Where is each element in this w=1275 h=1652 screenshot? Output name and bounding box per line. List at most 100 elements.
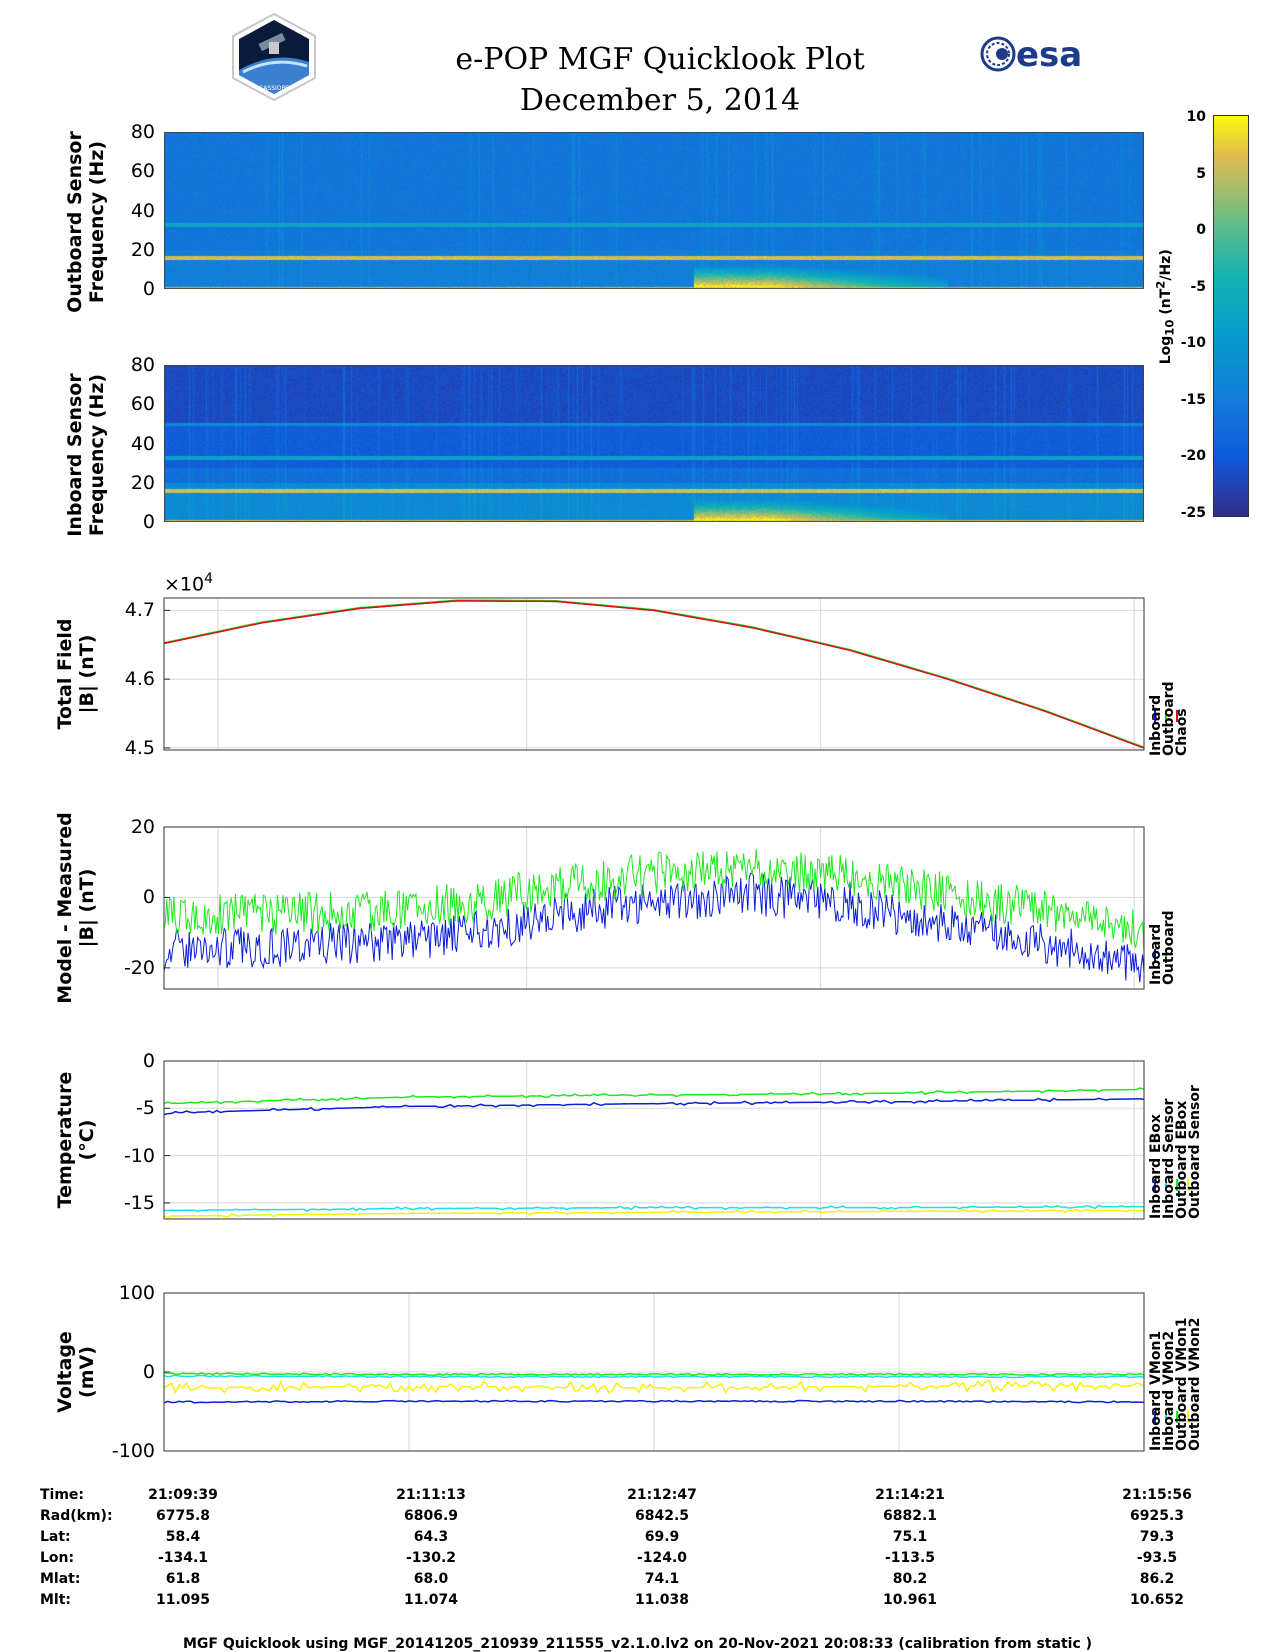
series-line-chaos <box>163 600 1145 749</box>
ytick-label: -15 <box>123 1191 155 1214</box>
legend: Inboard VMon1 Inboard VMon2 Outboard VMon1… <box>1148 1301 1203 1451</box>
ephemeris-value: 6806.9 <box>403 1508 459 1524</box>
outboard-tick: 0 <box>142 278 155 300</box>
ephemeris-value: 75.1 <box>892 1529 928 1545</box>
colorbar <box>1213 115 1249 517</box>
ephemeris-value: -93.5 <box>1136 1550 1178 1566</box>
legend: Inboard Outboard Chaos <box>1148 606 1190 756</box>
panel-ylabel: Voltage (mV) <box>54 1331 98 1413</box>
inboard-ylabel: Inboard Sensor Frequency (Hz) <box>64 373 108 537</box>
colorbar-tick: 10 <box>1186 109 1206 125</box>
outboard-tick: 20 <box>130 238 155 261</box>
ephemeris-value: -124.0 <box>636 1550 688 1566</box>
ytick-label: 4.5 <box>124 736 155 759</box>
series-line-outboard-vmon1 <box>163 1372 1145 1377</box>
ephemeris-value: -113.5 <box>884 1550 936 1566</box>
colorbar-tick: -15 <box>1180 391 1206 408</box>
series-line-inboard-sensor <box>164 1204 1144 1213</box>
colorbar-tick: -10 <box>1180 335 1206 352</box>
colorbar-tick: 0 <box>1196 222 1206 239</box>
series-line-outboard <box>163 849 1145 954</box>
outboard-spectrogram <box>164 132 1144 289</box>
ephemeris-value: 11.074 <box>403 1592 459 1608</box>
inboard-spectrogram <box>164 365 1144 522</box>
axis-multiplier: ×104 <box>164 571 214 596</box>
ephemeris-label: Lon: <box>40 1550 75 1566</box>
ytick-label: 0 <box>142 886 155 909</box>
inboard-tick: 40 <box>130 432 155 455</box>
legend: Inboard Outboard <box>1148 835 1177 985</box>
plot-frame <box>163 597 1145 751</box>
series-line-inboard-vmon2 <box>163 1374 1145 1379</box>
plot-frame <box>163 1060 1145 1220</box>
panel-1 <box>163 826 1145 990</box>
series-line-outboard-ebox <box>163 1087 1145 1105</box>
legend-entry: Chaos <box>1174 708 1190 756</box>
ytick-label: 20 <box>130 816 155 838</box>
legend-entry: Outboard Sensor <box>1187 1085 1203 1219</box>
ephemeris-value: 74.1 <box>644 1571 680 1587</box>
ephemeris-value: 11.038 <box>634 1592 690 1608</box>
colorbar-tick: -20 <box>1180 448 1206 465</box>
ytick-label: 100 <box>118 1282 155 1304</box>
ephemeris-value: 21:12:47 <box>627 1487 697 1503</box>
series-line-inboard <box>163 600 1145 749</box>
ephemeris-value: 11.095 <box>155 1592 211 1608</box>
ytick-label: 4.6 <box>124 668 155 691</box>
ephemeris-value: 21:15:56 <box>1122 1487 1192 1503</box>
inboard-tick: 0 <box>142 511 155 533</box>
ytick-label: 0 <box>142 1361 155 1383</box>
ytick-label: -5 <box>136 1097 155 1120</box>
inboard-tick: 80 <box>130 354 155 376</box>
series-line-outboard <box>163 599 1145 748</box>
ephemeris-label: Mlt: <box>40 1592 72 1608</box>
outboard-tick: 60 <box>130 160 155 183</box>
ephemeris-label: Mlat: <box>40 1571 81 1587</box>
plot-frame <box>163 1292 1145 1452</box>
ephemeris-value: 64.3 <box>413 1529 449 1545</box>
series-line-inboard <box>163 872 1145 983</box>
ephemeris-value: 21:11:13 <box>396 1487 466 1503</box>
svg-text:CASSIOPE: CASSIOPE <box>259 85 289 92</box>
ytick-label: 0 <box>142 1050 155 1072</box>
colorbar-tick: -25 <box>1180 505 1206 521</box>
outboard-tick: 40 <box>130 199 155 222</box>
ephemeris-value: 86.2 <box>1139 1571 1175 1587</box>
inboard-tick: 20 <box>130 471 155 494</box>
ephemeris-label: Time: <box>40 1487 85 1503</box>
ephemeris-value: 80.2 <box>892 1571 928 1587</box>
ephemeris-value: -134.1 <box>157 1550 209 1566</box>
ytick-label: -10 <box>123 1144 155 1167</box>
ephemeris-value: 6775.8 <box>155 1508 211 1524</box>
colorbar-tick: -5 <box>1190 278 1206 295</box>
inboard-tick: 60 <box>130 393 155 416</box>
ytick-label: -20 <box>123 956 155 979</box>
panel-2 <box>163 1060 1145 1220</box>
ephemeris-value: 6842.5 <box>634 1508 690 1524</box>
series-line-inboard-vmon1 <box>163 1399 1144 1404</box>
ephemeris-value: 10.652 <box>1129 1592 1185 1608</box>
ephemeris-value: 21:14:21 <box>875 1487 945 1503</box>
ephemeris-value: 79.3 <box>1139 1529 1175 1545</box>
ytick-label: 4.7 <box>124 599 155 622</box>
panel-ylabel: Total Field |B| (nT) <box>54 618 98 730</box>
footer-note: MGF Quicklook using MGF_20141205_210939_… <box>182 1636 1093 1652</box>
panel-ylabel: Model - Measured |B| (nT) <box>54 812 98 1004</box>
ephemeris-label: Rad(km): <box>40 1508 113 1524</box>
ytick-label: -100 <box>111 1440 155 1462</box>
series-line-outboard-sensor <box>163 1208 1144 1219</box>
page-subtitle: December 5, 2014 <box>519 83 801 118</box>
colorbar-label: Log10 (nT2/Hz) <box>1153 249 1177 365</box>
panel-0 <box>163 597 1145 751</box>
ephemeris-value: 6925.3 <box>1129 1508 1185 1524</box>
esa-logo: esa <box>980 34 1090 78</box>
series-line-inboard-ebox <box>163 1097 1145 1116</box>
colorbar-tick: 5 <box>1196 165 1206 182</box>
series-line-outboard-vmon2 <box>163 1379 1145 1395</box>
outboard-tick: 80 <box>130 121 155 143</box>
plot-frame <box>163 826 1145 990</box>
ephemeris-value: 21:09:39 <box>148 1487 218 1503</box>
legend-entry: Outboard <box>1161 910 1177 985</box>
cassiope-logo: CASSIOPE <box>229 12 319 106</box>
